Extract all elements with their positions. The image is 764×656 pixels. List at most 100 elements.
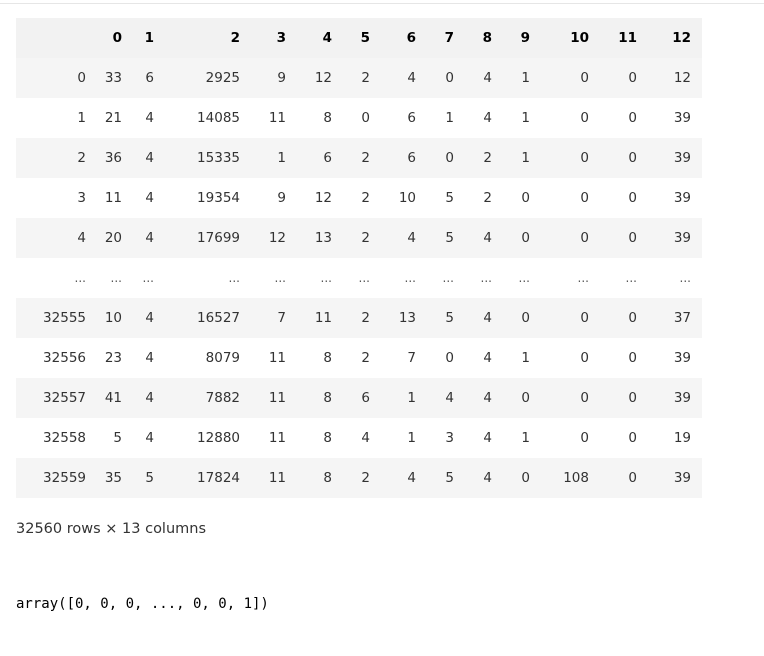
- table-cell: 1: [407, 430, 416, 446]
- table-cell: 0: [628, 470, 637, 486]
- table-cell: 4: [145, 150, 154, 166]
- table-cell: 6: [361, 390, 370, 406]
- table-cell: 6: [407, 150, 416, 166]
- table-cell: 11: [104, 190, 122, 206]
- table-cell: 4: [361, 430, 370, 446]
- table-cell: 6: [407, 110, 416, 126]
- table-cell: 1: [407, 390, 416, 406]
- table-cell: 2: [361, 470, 370, 486]
- table-cell: 0: [580, 150, 589, 166]
- table-cell: 17699: [197, 230, 240, 246]
- table-cell: 0: [521, 190, 530, 206]
- table-cell: 108: [563, 470, 589, 486]
- table-cell: 36: [104, 150, 122, 166]
- table-row: 3 11 4 19354 9 12 2 10 5 2 0 0 0 39: [16, 178, 702, 218]
- table-row: 32559 35 5 17824 11 8 2 4 5 4 0 108 0 39: [16, 458, 702, 498]
- table-cell: 0: [580, 310, 589, 326]
- table-cell: 0: [628, 110, 637, 126]
- table-cell: 39: [673, 230, 691, 246]
- table-cell: 39: [673, 350, 691, 366]
- table-cell: 4: [407, 70, 416, 86]
- column-header: 2: [164, 18, 250, 58]
- table-cell: 7882: [205, 390, 240, 406]
- table-cell: ...: [442, 271, 454, 285]
- table-cell: 11: [268, 110, 286, 126]
- table-cell: 0: [580, 190, 589, 206]
- table-cell: 7: [407, 350, 416, 366]
- table-cell: 8079: [205, 350, 240, 366]
- table-cell: 0: [445, 70, 454, 86]
- dataframe-shape-note: 32560 rows × 13 columns: [16, 521, 207, 537]
- table-cell: ...: [679, 271, 691, 285]
- table-row: 2 36 4 15335 1 6 2 6 0 2 1 0 0 39: [16, 138, 702, 178]
- table-cell: 8: [323, 470, 332, 486]
- table-cell: 5: [445, 470, 454, 486]
- table-cell: 4: [483, 390, 492, 406]
- array-output: array([0, 0, 0, ..., 0, 0, 1]): [16, 596, 269, 612]
- table-cell: 2: [361, 310, 370, 326]
- table-cell: 4: [145, 430, 154, 446]
- table-cell: 1: [521, 110, 530, 126]
- column-header: 11: [599, 18, 647, 58]
- table-cell: ...: [228, 271, 240, 285]
- table-cell: 2: [483, 150, 492, 166]
- table-cell: 8: [323, 110, 332, 126]
- column-header: 10: [540, 18, 599, 58]
- table-cell: 1: [521, 150, 530, 166]
- table-cell: 10: [104, 310, 122, 326]
- table-cell: 0: [628, 230, 637, 246]
- table-cell: 12: [673, 70, 691, 86]
- table-cell: 4: [483, 470, 492, 486]
- table-cell: 41: [104, 390, 122, 406]
- table-cell: 5: [113, 430, 122, 446]
- table-cell: 12: [314, 190, 332, 206]
- row-index: 3: [77, 190, 86, 206]
- table-cell: 4: [145, 230, 154, 246]
- table-cell: 2: [361, 70, 370, 86]
- row-index: 32559: [43, 470, 86, 486]
- table-cell: 0: [521, 470, 530, 486]
- table-cell: 2: [361, 230, 370, 246]
- table-cell: 23: [104, 350, 122, 366]
- column-header: 0: [86, 18, 132, 58]
- table-cell: ...: [518, 271, 530, 285]
- table-cell: 39: [673, 190, 691, 206]
- table-cell: 0: [628, 70, 637, 86]
- table-cell: 19354: [197, 190, 240, 206]
- column-header: 3: [250, 18, 296, 58]
- table-cell: 4: [145, 390, 154, 406]
- table-cell: 2: [361, 150, 370, 166]
- table-cell: 14085: [197, 110, 240, 126]
- table-cell: 16527: [197, 310, 240, 326]
- table-cell: 21: [104, 110, 122, 126]
- dataframe-table: 0 1 2 3 4 5 6 7 8 9 10 11 12 0 33 6 2925 9 12…: [16, 18, 702, 498]
- table-cell: 0: [628, 190, 637, 206]
- table-cell: 4: [145, 350, 154, 366]
- column-header: 8: [464, 18, 502, 58]
- table-cell: 11: [268, 470, 286, 486]
- table-cell: 8: [323, 350, 332, 366]
- table-cell: ...: [358, 271, 370, 285]
- table-cell: 2: [361, 350, 370, 366]
- table-cell: 3: [445, 430, 454, 446]
- table-cell: 0: [445, 150, 454, 166]
- table-row: 32557 41 4 7882 11 8 6 1 4 4 0 0 0 39: [16, 378, 702, 418]
- table-cell: 12: [314, 70, 332, 86]
- table-cell: 11: [268, 430, 286, 446]
- row-index: 2: [77, 150, 86, 166]
- table-row: 1 21 4 14085 11 8 0 6 1 4 1 0 0 39: [16, 98, 702, 138]
- table-cell: 39: [673, 470, 691, 486]
- table-cell: 4: [445, 390, 454, 406]
- table-cell: 0: [580, 230, 589, 246]
- row-index: 32555: [43, 310, 86, 326]
- table-cell: 1: [277, 150, 286, 166]
- table-cell: 39: [673, 390, 691, 406]
- table-cell: ...: [320, 271, 332, 285]
- table-cell: 0: [628, 430, 637, 446]
- table-cell: 6: [145, 70, 154, 86]
- table-cell: ...: [404, 271, 416, 285]
- table-cell: 4: [407, 470, 416, 486]
- table-cell: 39: [673, 110, 691, 126]
- table-row: 32556 23 4 8079 11 8 2 7 0 4 1 0 0 39: [16, 338, 702, 378]
- table-cell: 0: [580, 70, 589, 86]
